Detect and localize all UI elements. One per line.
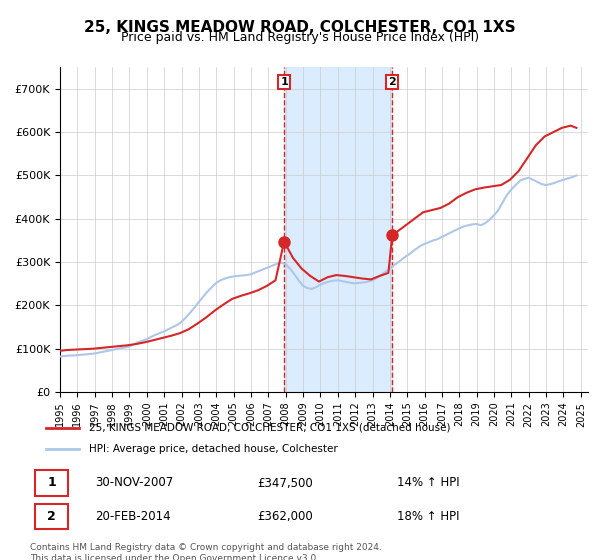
FancyBboxPatch shape <box>35 470 68 496</box>
Text: 2: 2 <box>47 510 56 523</box>
Text: Price paid vs. HM Land Registry's House Price Index (HPI): Price paid vs. HM Land Registry's House … <box>121 31 479 44</box>
Text: 30-NOV-2007: 30-NOV-2007 <box>95 477 173 489</box>
Text: 18% ↑ HPI: 18% ↑ HPI <box>397 510 460 523</box>
Text: Contains HM Land Registry data © Crown copyright and database right 2024.
This d: Contains HM Land Registry data © Crown c… <box>30 543 382 560</box>
Text: 2: 2 <box>388 77 396 87</box>
Text: £347,500: £347,500 <box>257 477 313 489</box>
Text: 25, KINGS MEADOW ROAD, COLCHESTER, CO1 1XS: 25, KINGS MEADOW ROAD, COLCHESTER, CO1 1… <box>84 20 516 35</box>
Text: £362,000: £362,000 <box>257 510 313 523</box>
Text: 1: 1 <box>47 477 56 489</box>
Text: 14% ↑ HPI: 14% ↑ HPI <box>397 477 460 489</box>
Text: 25, KINGS MEADOW ROAD, COLCHESTER, CO1 1XS (detached house): 25, KINGS MEADOW ROAD, COLCHESTER, CO1 1… <box>89 423 451 433</box>
Text: 1: 1 <box>280 77 288 87</box>
Text: HPI: Average price, detached house, Colchester: HPI: Average price, detached house, Colc… <box>89 444 338 454</box>
Text: 20-FEB-2014: 20-FEB-2014 <box>95 510 170 523</box>
Bar <box>284 67 392 392</box>
FancyBboxPatch shape <box>35 504 68 529</box>
